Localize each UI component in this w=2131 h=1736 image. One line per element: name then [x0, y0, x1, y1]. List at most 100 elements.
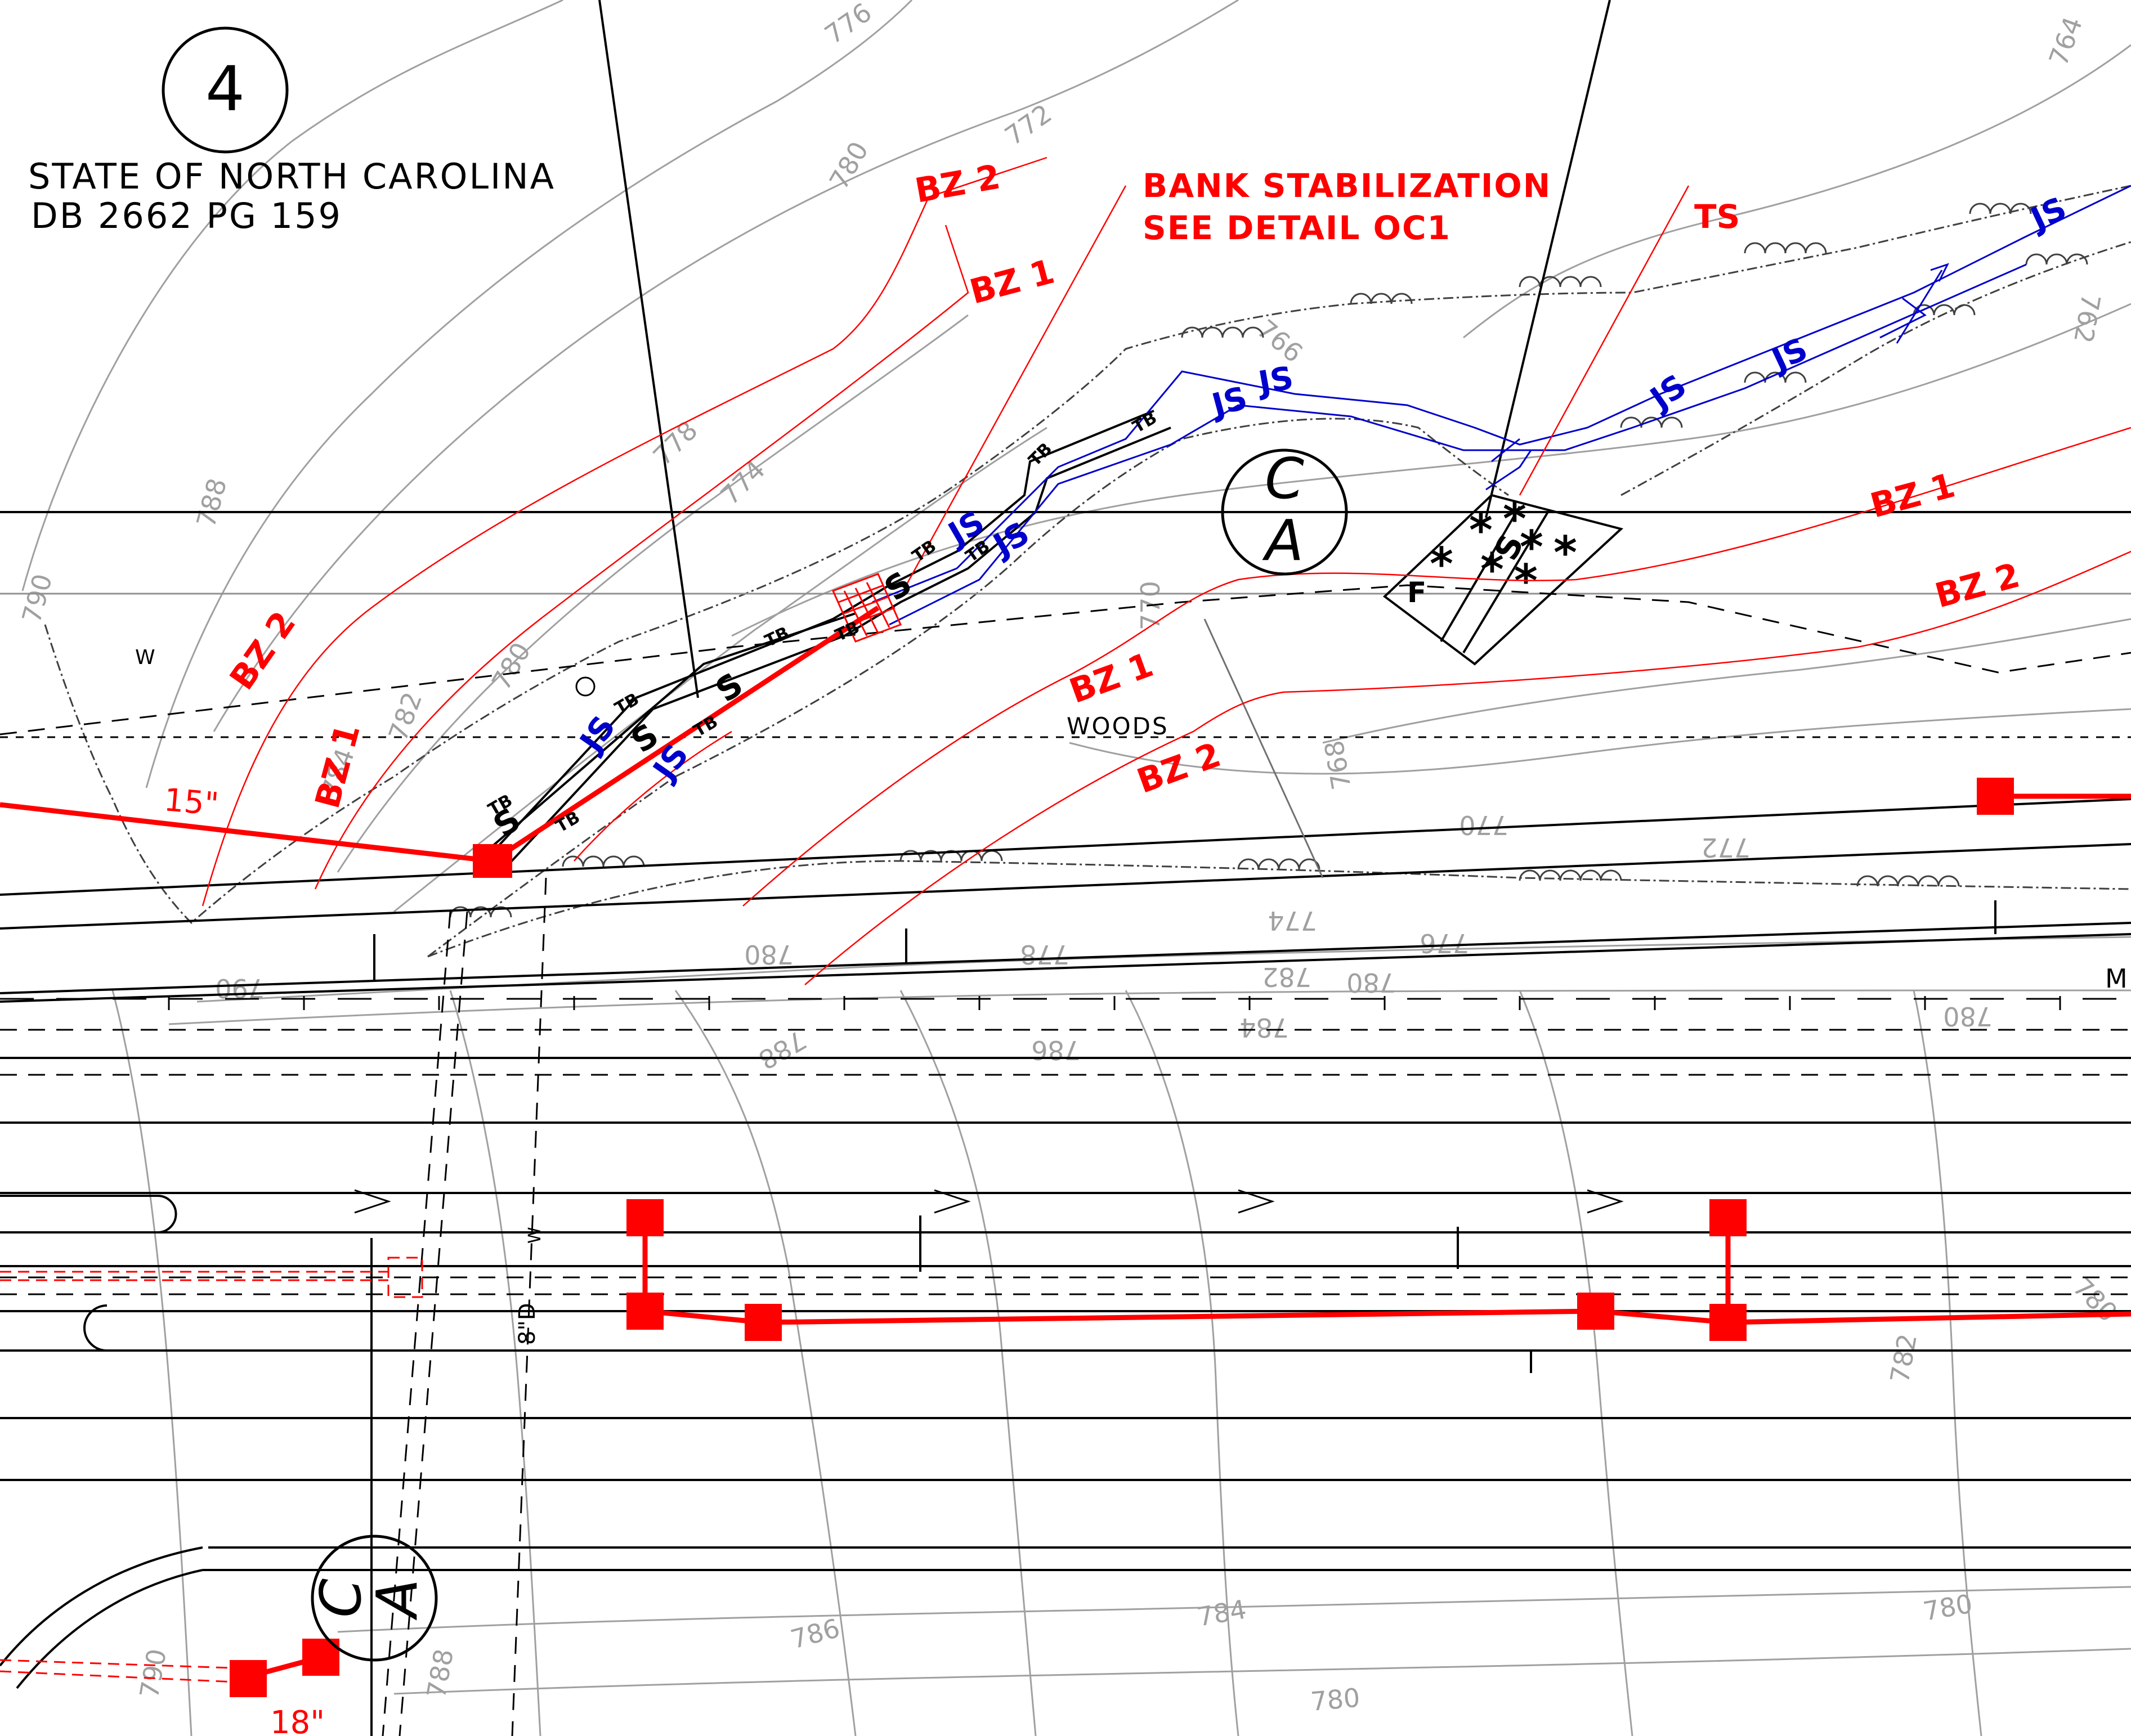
- contour-label: 780: [744, 939, 794, 970]
- bz1-label: BZ 1: [1866, 466, 1959, 526]
- asterisk-mark: *: [1554, 527, 1577, 579]
- owner-deed-book: DB 2662 PG 159: [31, 195, 342, 236]
- tree-lines: [44, 185, 2131, 958]
- asterisk-mark: *: [1430, 538, 1453, 590]
- stream-s-labels: S S S S S: [486, 528, 1531, 845]
- drop-inlet: [626, 1293, 664, 1330]
- contour-label: 780: [1309, 1683, 1361, 1717]
- contour-label: 780: [823, 136, 875, 194]
- section-marker-lower: C A: [308, 1535, 438, 1662]
- bz2-label: BZ 2: [1931, 556, 2024, 616]
- tb-label: TB: [612, 689, 643, 719]
- section-marker-top: C: [1265, 446, 1304, 512]
- contour-label: 782: [1262, 962, 1311, 992]
- storm-structures: [230, 778, 2014, 1697]
- sheet-number-badge: 4: [162, 26, 289, 154]
- pipe-size-8d: 8"D: [514, 1303, 540, 1345]
- pipe-size-15: 15": [163, 782, 220, 823]
- contour-label: 784: [1195, 1594, 1249, 1632]
- contour-label: 782: [1884, 1331, 1923, 1385]
- contour-label: 780: [1346, 967, 1396, 998]
- js-label: JS: [1765, 331, 1814, 379]
- contour-label: 780: [1943, 1001, 1993, 1031]
- contour-label: 790: [16, 571, 58, 626]
- contour-label: 788: [421, 1647, 459, 1701]
- buffer-lines: [202, 156, 2131, 985]
- owner-name: STATE OF NORTH CAROLINA: [28, 156, 556, 197]
- stream-channel-blue: [872, 185, 2131, 626]
- stream-channel-linework: [477, 410, 1171, 868]
- contour-label: 784: [1239, 1012, 1289, 1043]
- bank-stabilization-callout: BANK STABILIZATION: [1143, 167, 1551, 205]
- drop-inlet: [626, 1199, 664, 1236]
- contour-label: 786: [1031, 1035, 1081, 1065]
- proposed-pipe-dashed: [0, 1257, 423, 1684]
- lane-arrows: [354, 1189, 1624, 1214]
- bz2-label: BZ 2: [222, 604, 303, 697]
- ts-callout: TS: [1694, 198, 1740, 236]
- contour-label: 780: [486, 637, 537, 695]
- fence-ticks: [168, 996, 2061, 1010]
- contour-label: 772: [999, 98, 1057, 151]
- sheet-number: 4: [205, 53, 245, 125]
- section-marker-upper: C A: [1221, 446, 1348, 576]
- drop-inlet: [1709, 1199, 1747, 1236]
- contour-label: 762: [2068, 291, 2106, 346]
- contour-label: 790: [134, 1647, 172, 1701]
- water-line-label-lower: W: [525, 1227, 545, 1244]
- dashed-linework: [0, 584, 2131, 1736]
- drop-inlet: [1577, 1293, 1614, 1330]
- contour-lines: [21, 0, 2131, 1736]
- bz2-label: BZ 2: [1132, 735, 1226, 801]
- bz1-label: BZ 1: [1064, 645, 1158, 711]
- contour-label: 776: [1420, 928, 1469, 958]
- section-marker-top: C: [308, 1578, 374, 1618]
- contour-label: 770: [1459, 810, 1508, 840]
- contour-label: 778: [1020, 939, 1069, 970]
- drop-inlet: [473, 844, 512, 878]
- drop-inlet: [230, 1660, 267, 1697]
- section-marker-bottom: A: [364, 1579, 430, 1621]
- bz2-label: BZ 2: [912, 157, 1003, 210]
- contour-label: 772: [1701, 832, 1751, 863]
- contour-label: 780: [2067, 1272, 2123, 1328]
- detail-reference-callout: SEE DETAIL OC1: [1143, 209, 1451, 247]
- bz1-label: BZ 1: [966, 252, 1059, 312]
- contour-label: 788: [190, 475, 232, 531]
- construction-area: [1382, 494, 1624, 666]
- tb-label: TB: [762, 623, 793, 651]
- contour-label: 788: [753, 1024, 811, 1075]
- section-marker-bottom: A: [1262, 508, 1304, 573]
- pipe-size-18: 18": [270, 1704, 325, 1736]
- woods-label: WOODS: [1067, 712, 1169, 740]
- edge-label-m: M: [2105, 963, 2128, 994]
- asterisk-mark: *: [1520, 521, 1543, 573]
- contour-label: 782: [383, 688, 428, 745]
- asterisk-mark: *: [1469, 504, 1493, 557]
- stream-rock-hatch: [831, 573, 902, 643]
- construction-letter: F: [1407, 576, 1426, 609]
- stream-js-labels: JS JS JS JS JS JS JS JS JS: [572, 190, 2072, 788]
- drop-inlet: [745, 1304, 782, 1341]
- water-line-label: W: [135, 646, 155, 669]
- js-label: JS: [572, 710, 623, 761]
- contour-label: 780: [1921, 1588, 1975, 1626]
- drop-inlet: [1709, 1304, 1747, 1341]
- contour-label: 776: [819, 0, 877, 50]
- manhole-symbol: [575, 676, 596, 697]
- contour-label: 786: [787, 1613, 843, 1655]
- construction-area-marks: * * * * * * * F: [1407, 493, 1577, 609]
- contour-label: 764: [2043, 13, 2089, 70]
- js-label: JS: [1206, 380, 1251, 425]
- contour-label: 774: [1268, 905, 1317, 936]
- asterisk-mark: *: [1480, 544, 1504, 596]
- js-label: JS: [1253, 360, 1296, 402]
- s-label: S: [709, 665, 750, 710]
- js-label: JS: [1642, 367, 1693, 419]
- contour-label: 766: [1251, 313, 1309, 369]
- contour-label: 778: [647, 415, 704, 472]
- drop-inlet: [1977, 778, 2014, 815]
- js-label: JS: [2023, 190, 2072, 239]
- contour-label: 768: [1318, 738, 1357, 792]
